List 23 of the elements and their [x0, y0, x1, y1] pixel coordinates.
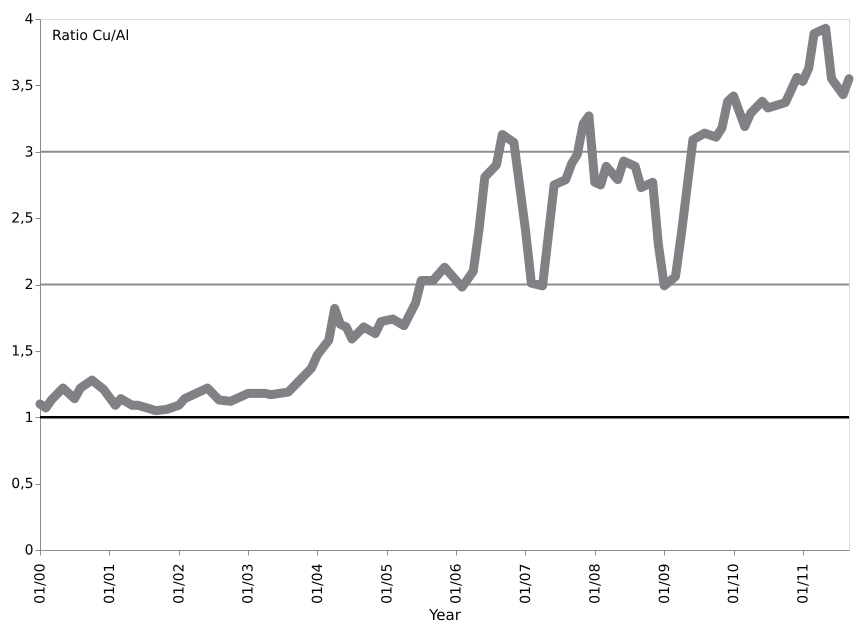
- x-axis-title: Year: [428, 606, 462, 624]
- x-tick-label: 01/03: [240, 564, 257, 604]
- x-tick-label: 01/01: [102, 564, 118, 604]
- y-tick-label: 4: [24, 12, 34, 28]
- x-tick-label: 01/08: [587, 564, 604, 604]
- x-tick-label: 01/10: [726, 564, 742, 604]
- y-tick-label: 2,5: [11, 210, 34, 227]
- x-tick-label: 01/06: [448, 563, 465, 604]
- y-tick-label: 3: [24, 144, 34, 160]
- x-tick-label: 01/02: [171, 564, 188, 604]
- y-tick-label: 1: [24, 410, 34, 426]
- x-tick-label: 01/11: [795, 564, 812, 604]
- x-tick-label: 01/05: [379, 564, 396, 604]
- x-tick-label: 01/04: [310, 563, 326, 604]
- x-tick-label: 01/09: [656, 564, 673, 604]
- y-tick-label: 0: [24, 542, 34, 558]
- y-tick-label: 3,5: [11, 78, 34, 94]
- y-tick-label: 2: [24, 277, 34, 293]
- y-axis-title: Ratio Cu/Al: [52, 28, 130, 44]
- y-tick-label: 1,5: [11, 343, 34, 360]
- x-tick-label: 01/00: [32, 564, 48, 604]
- y-tick-label: 0,5: [11, 476, 34, 492]
- x-tick-label: 01/07: [518, 564, 534, 604]
